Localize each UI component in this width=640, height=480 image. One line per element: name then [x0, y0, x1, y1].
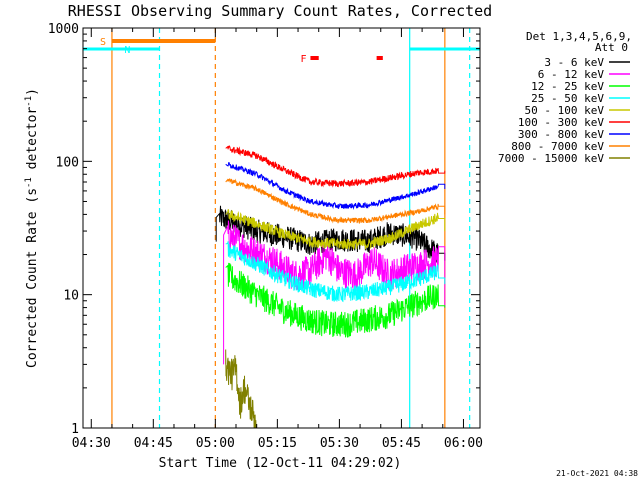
legend-label: 100 - 300 keV [518, 116, 604, 129]
x-tick-label: 05:00 [196, 436, 235, 451]
y-tick-label: 100 [56, 155, 79, 170]
x-tick-label: 04:30 [72, 436, 111, 451]
y-axis-label-sup2: -1 [24, 96, 34, 107]
legend-item-25-50-kev: 25 - 50 keV [531, 92, 630, 105]
flag-label: F [300, 54, 306, 65]
flag-f-bar: F [300, 54, 319, 65]
legend-label: 3 - 6 keV [544, 56, 604, 69]
y-axis-label-part1: Corrected Count Rate (s [25, 188, 40, 368]
flag-label: N [124, 45, 130, 56]
legend-label: 6 - 12 keV [538, 68, 605, 81]
legend-item-800-7000-kev: 800 - 7000 keV [511, 140, 630, 153]
legend-item-7000-15000-kev: 7000 - 15000 keV [498, 152, 630, 165]
chart-title: RHESSI Observing Summary Count Rates, Co… [68, 2, 492, 20]
series-line-50-100-kev [225, 208, 446, 250]
y-axis-label: Corrected Count Rate (s-1 detector-1) [24, 88, 40, 368]
series-line-100-300-kev [225, 144, 446, 188]
legend-label: 800 - 7000 keV [511, 140, 604, 153]
legend-label: 50 - 100 keV [525, 104, 605, 117]
series-line-7000-15000-kev [225, 349, 257, 429]
y-axis: 1 10 100 1000 [48, 22, 480, 437]
series-line-800-7000-kev [225, 178, 446, 224]
legend-item-6-12-kev: 6 - 12 keV [538, 68, 630, 81]
legend-label: 300 - 800 keV [518, 128, 604, 141]
flag-label: S [100, 37, 106, 48]
legend-item-300-800-kev: 300 - 800 keV [518, 128, 630, 141]
flag-s-bar: S [100, 37, 216, 48]
footer-date: 21-Oct-2021 04:38 [556, 469, 638, 478]
x-tick-label: 05:45 [382, 436, 421, 451]
y-axis-label-part2: detector [25, 107, 40, 178]
legend-label: 25 - 50 keV [531, 92, 604, 105]
flag-n-bar: N [83, 45, 160, 56]
legend-item-100-300-kev: 100 - 300 keV [518, 116, 630, 129]
x-axis: 04:30 04:45 05:00 05:15 05:30 05:45 06:00 [72, 28, 483, 451]
x-tick-label: 04:45 [134, 436, 173, 451]
x-tick-label: 05:15 [258, 436, 297, 451]
y-tick-label: 10 [63, 289, 79, 304]
plot-frame [82, 27, 481, 429]
y-axis-label-part3: ) [25, 88, 40, 96]
series-line-300-800-kev [225, 162, 446, 210]
legend-header-line1: Det 1,3,4,5,6,9, [526, 30, 632, 43]
y-tick-label: 1 [71, 422, 79, 437]
x-tick-label: 05:30 [320, 436, 359, 451]
legend-item-3-6-kev: 3 - 6 keV [544, 56, 630, 69]
x-axis-label: Start Time (12-Oct-11 04:29:02) [159, 456, 402, 471]
legend-item-12-25-kev: 12 - 25 keV [531, 80, 630, 93]
legend-label: 12 - 25 keV [531, 80, 604, 93]
legend-item-50-100-kev: 50 - 100 keV [525, 104, 630, 117]
y-axis-label-sup1: -1 [24, 177, 34, 188]
legend-label: 7000 - 15000 keV [498, 152, 604, 165]
plot-area: S N F [83, 28, 480, 429]
x-tick-label: 06:00 [444, 436, 483, 451]
legend-header-line2: Att 0 [595, 41, 628, 54]
y-tick-label: 1000 [48, 22, 79, 37]
series-line-25-50-kev [225, 241, 446, 303]
series-line-12-25-kev [225, 262, 446, 338]
